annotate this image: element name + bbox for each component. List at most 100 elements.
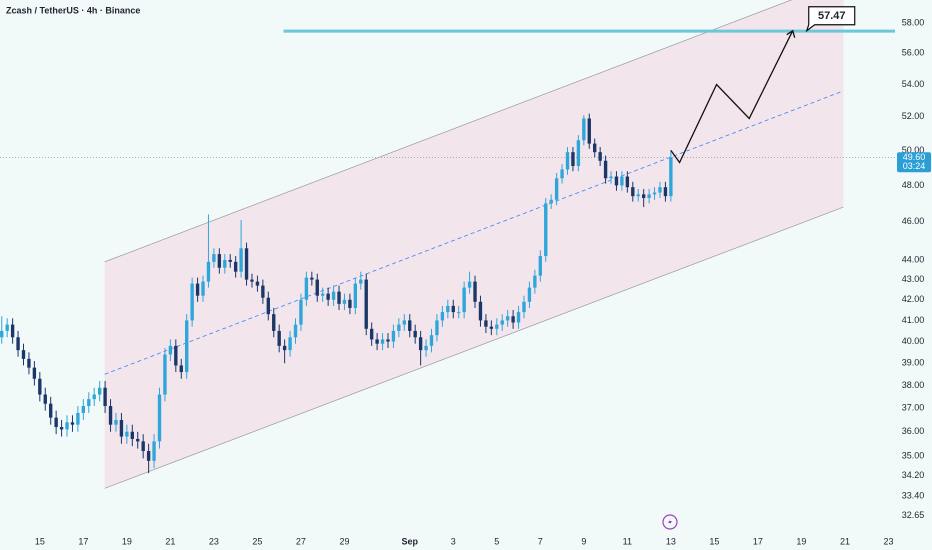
- candle-body: [125, 431, 129, 437]
- candle-body: [625, 176, 630, 188]
- candle-body: [614, 176, 619, 186]
- x-tick-label: 11: [623, 536, 632, 546]
- candle-body: [103, 387, 107, 407]
- candle-body: [402, 320, 406, 325]
- candle-body: [299, 299, 303, 325]
- candle-body: [342, 299, 347, 304]
- candle-body: [538, 256, 542, 276]
- candle-body: [593, 143, 597, 153]
- target-callout: [805, 6, 856, 33]
- candle-body: [119, 419, 124, 437]
- y-tick-label: 41.00: [902, 315, 925, 325]
- candle-body: [49, 403, 53, 418]
- x-tick-label: 15: [709, 536, 719, 546]
- y-tick-label: 35.00: [902, 450, 925, 460]
- candle-body: [81, 406, 86, 413]
- y-tick-label: 54.00: [902, 79, 925, 89]
- candle-body: [418, 337, 423, 351]
- candle-body: [500, 320, 504, 325]
- candle-body: [293, 324, 298, 338]
- y-tick-label: 50.00: [902, 145, 925, 155]
- candle-body: [467, 281, 472, 288]
- y-tick-label: 46.00: [902, 216, 925, 226]
- candle-body: [59, 427, 64, 430]
- x-tick-label: 13: [666, 536, 676, 546]
- candle-body: [582, 118, 586, 141]
- y-tick-label: 33.40: [902, 490, 925, 500]
- candle-body: [217, 254, 222, 268]
- candle-body: [201, 281, 205, 296]
- candle-body: [212, 254, 216, 262]
- candle-body: [522, 301, 526, 313]
- x-tick-label: 25: [252, 536, 262, 546]
- candle-body: [391, 330, 396, 342]
- y-tick-label: 58.00: [902, 18, 925, 28]
- candle-body: [288, 337, 292, 351]
- y-tick-label: 42.00: [902, 294, 925, 304]
- x-tick-label: 19: [122, 536, 132, 546]
- plot-area: [0, 0, 895, 489]
- candle-body: [516, 312, 521, 323]
- candle-body: [527, 287, 532, 302]
- candle-body: [223, 259, 227, 268]
- x-tick-label: 19: [796, 536, 806, 546]
- candle-body: [97, 387, 102, 395]
- candle-body: [505, 316, 510, 321]
- projection-arrow: [786, 29, 796, 38]
- candle-body: [331, 291, 336, 300]
- candle-body: [38, 378, 42, 395]
- candle-body: [179, 365, 183, 373]
- candle-body: [16, 337, 20, 351]
- x-tick-label: 27: [296, 536, 306, 546]
- candle-body: [484, 320, 488, 327]
- candle-body: [473, 281, 477, 302]
- channel-lower: [104, 206, 844, 489]
- candle-body: [380, 339, 385, 344]
- x-tick-label: 9: [581, 536, 586, 546]
- candle-body: [114, 419, 118, 425]
- candle-body: [239, 248, 243, 272]
- y-tick-label: 34.20: [902, 470, 925, 480]
- y-tick-label: 32.65: [902, 510, 925, 520]
- candle-body: [255, 281, 260, 286]
- y-tick-label: 43.00: [902, 274, 925, 284]
- candle-body: [560, 169, 564, 179]
- candle-body: [451, 305, 455, 313]
- candle-body: [549, 199, 553, 204]
- candle-body: [195, 283, 200, 296]
- candle-body: [658, 187, 662, 193]
- candle-body: [32, 367, 37, 379]
- candle-body: [489, 326, 494, 329]
- candle-body: [10, 324, 15, 338]
- candle-body: [663, 187, 668, 197]
- candle-body: [554, 178, 559, 200]
- candle-body: [652, 192, 657, 195]
- candle-body: [266, 297, 270, 315]
- candle-body: [146, 451, 151, 461]
- candle-body: [446, 305, 450, 313]
- candle-body: [282, 345, 287, 351]
- channel-fill: [104, 0, 844, 489]
- event-icon[interactable]: [662, 514, 678, 530]
- x-tick-label: 17: [753, 536, 763, 546]
- y-tick-label: 37.00: [902, 403, 925, 413]
- candle-body: [598, 152, 602, 161]
- candle-body: [206, 261, 211, 282]
- candle-body: [397, 324, 401, 331]
- candle-body: [544, 203, 548, 257]
- y-tick-label: 44.00: [902, 254, 925, 264]
- x-tick-label: 17: [78, 536, 88, 546]
- last-price-label: 49.60: [903, 152, 926, 162]
- candle-body: [462, 287, 466, 313]
- x-tick-label: 29: [339, 536, 349, 546]
- x-tick-label: 21: [165, 536, 175, 546]
- candle-body: [337, 291, 341, 304]
- candle-body: [190, 283, 194, 321]
- target-label: 57.47: [818, 10, 846, 22]
- y-tick-label: 36.00: [902, 426, 925, 436]
- axes: 57.47 58.00 56.00 54.00 52.00 50.00 48.00 46.00…: [35, 6, 931, 546]
- candle-body: [310, 277, 314, 280]
- candle-body: [576, 140, 581, 166]
- candle-body: [641, 194, 646, 198]
